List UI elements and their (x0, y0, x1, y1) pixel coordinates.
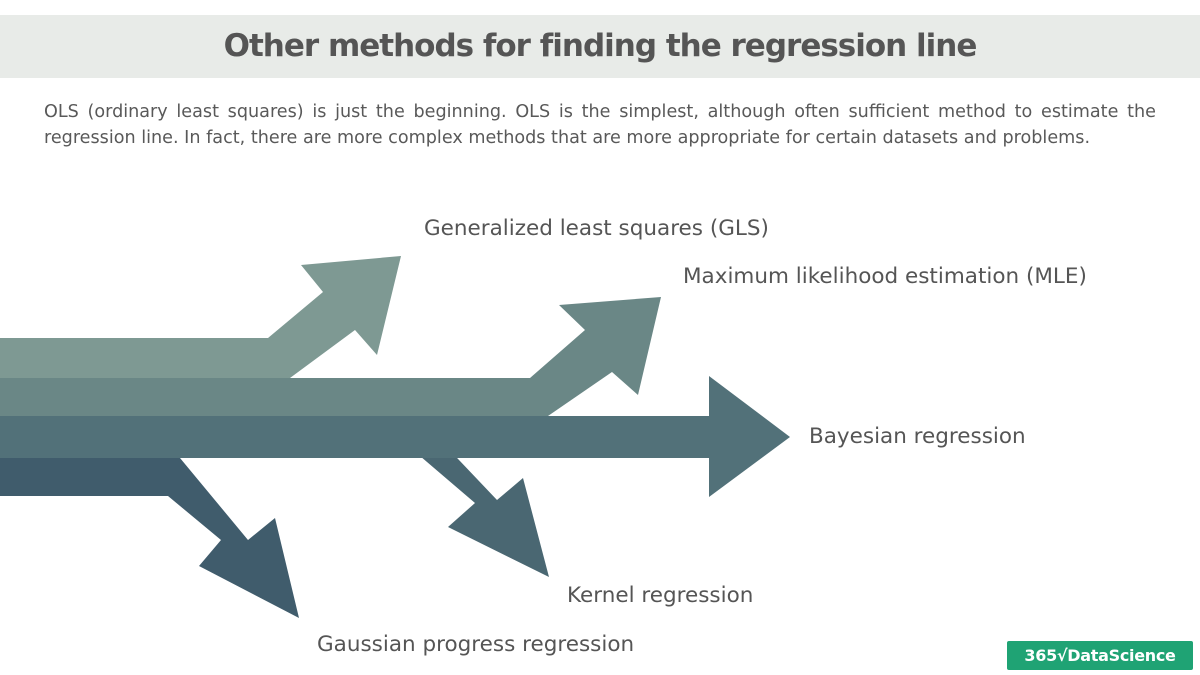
arrow-gls (0, 256, 401, 378)
page-title: Other methods for finding the regression… (223, 28, 978, 64)
label-gls: Generalized least squares (GLS) (424, 216, 769, 241)
label-gaussian: Gaussian progress regression (317, 632, 635, 657)
arrow-mle (0, 297, 661, 416)
intro-paragraph: OLS (ordinary least squares) is just the… (44, 102, 1156, 148)
arrow-gpr (0, 458, 299, 618)
arrow-bayesian (0, 376, 790, 497)
title-band (0, 15, 1200, 78)
brand-logo: 365√DataScience (1007, 641, 1193, 670)
label-mle: Maximum likelihood estimation (MLE) (683, 264, 1087, 289)
label-bayesian: Bayesian regression (809, 424, 1026, 449)
label-kernel: Kernel regression (567, 583, 754, 608)
